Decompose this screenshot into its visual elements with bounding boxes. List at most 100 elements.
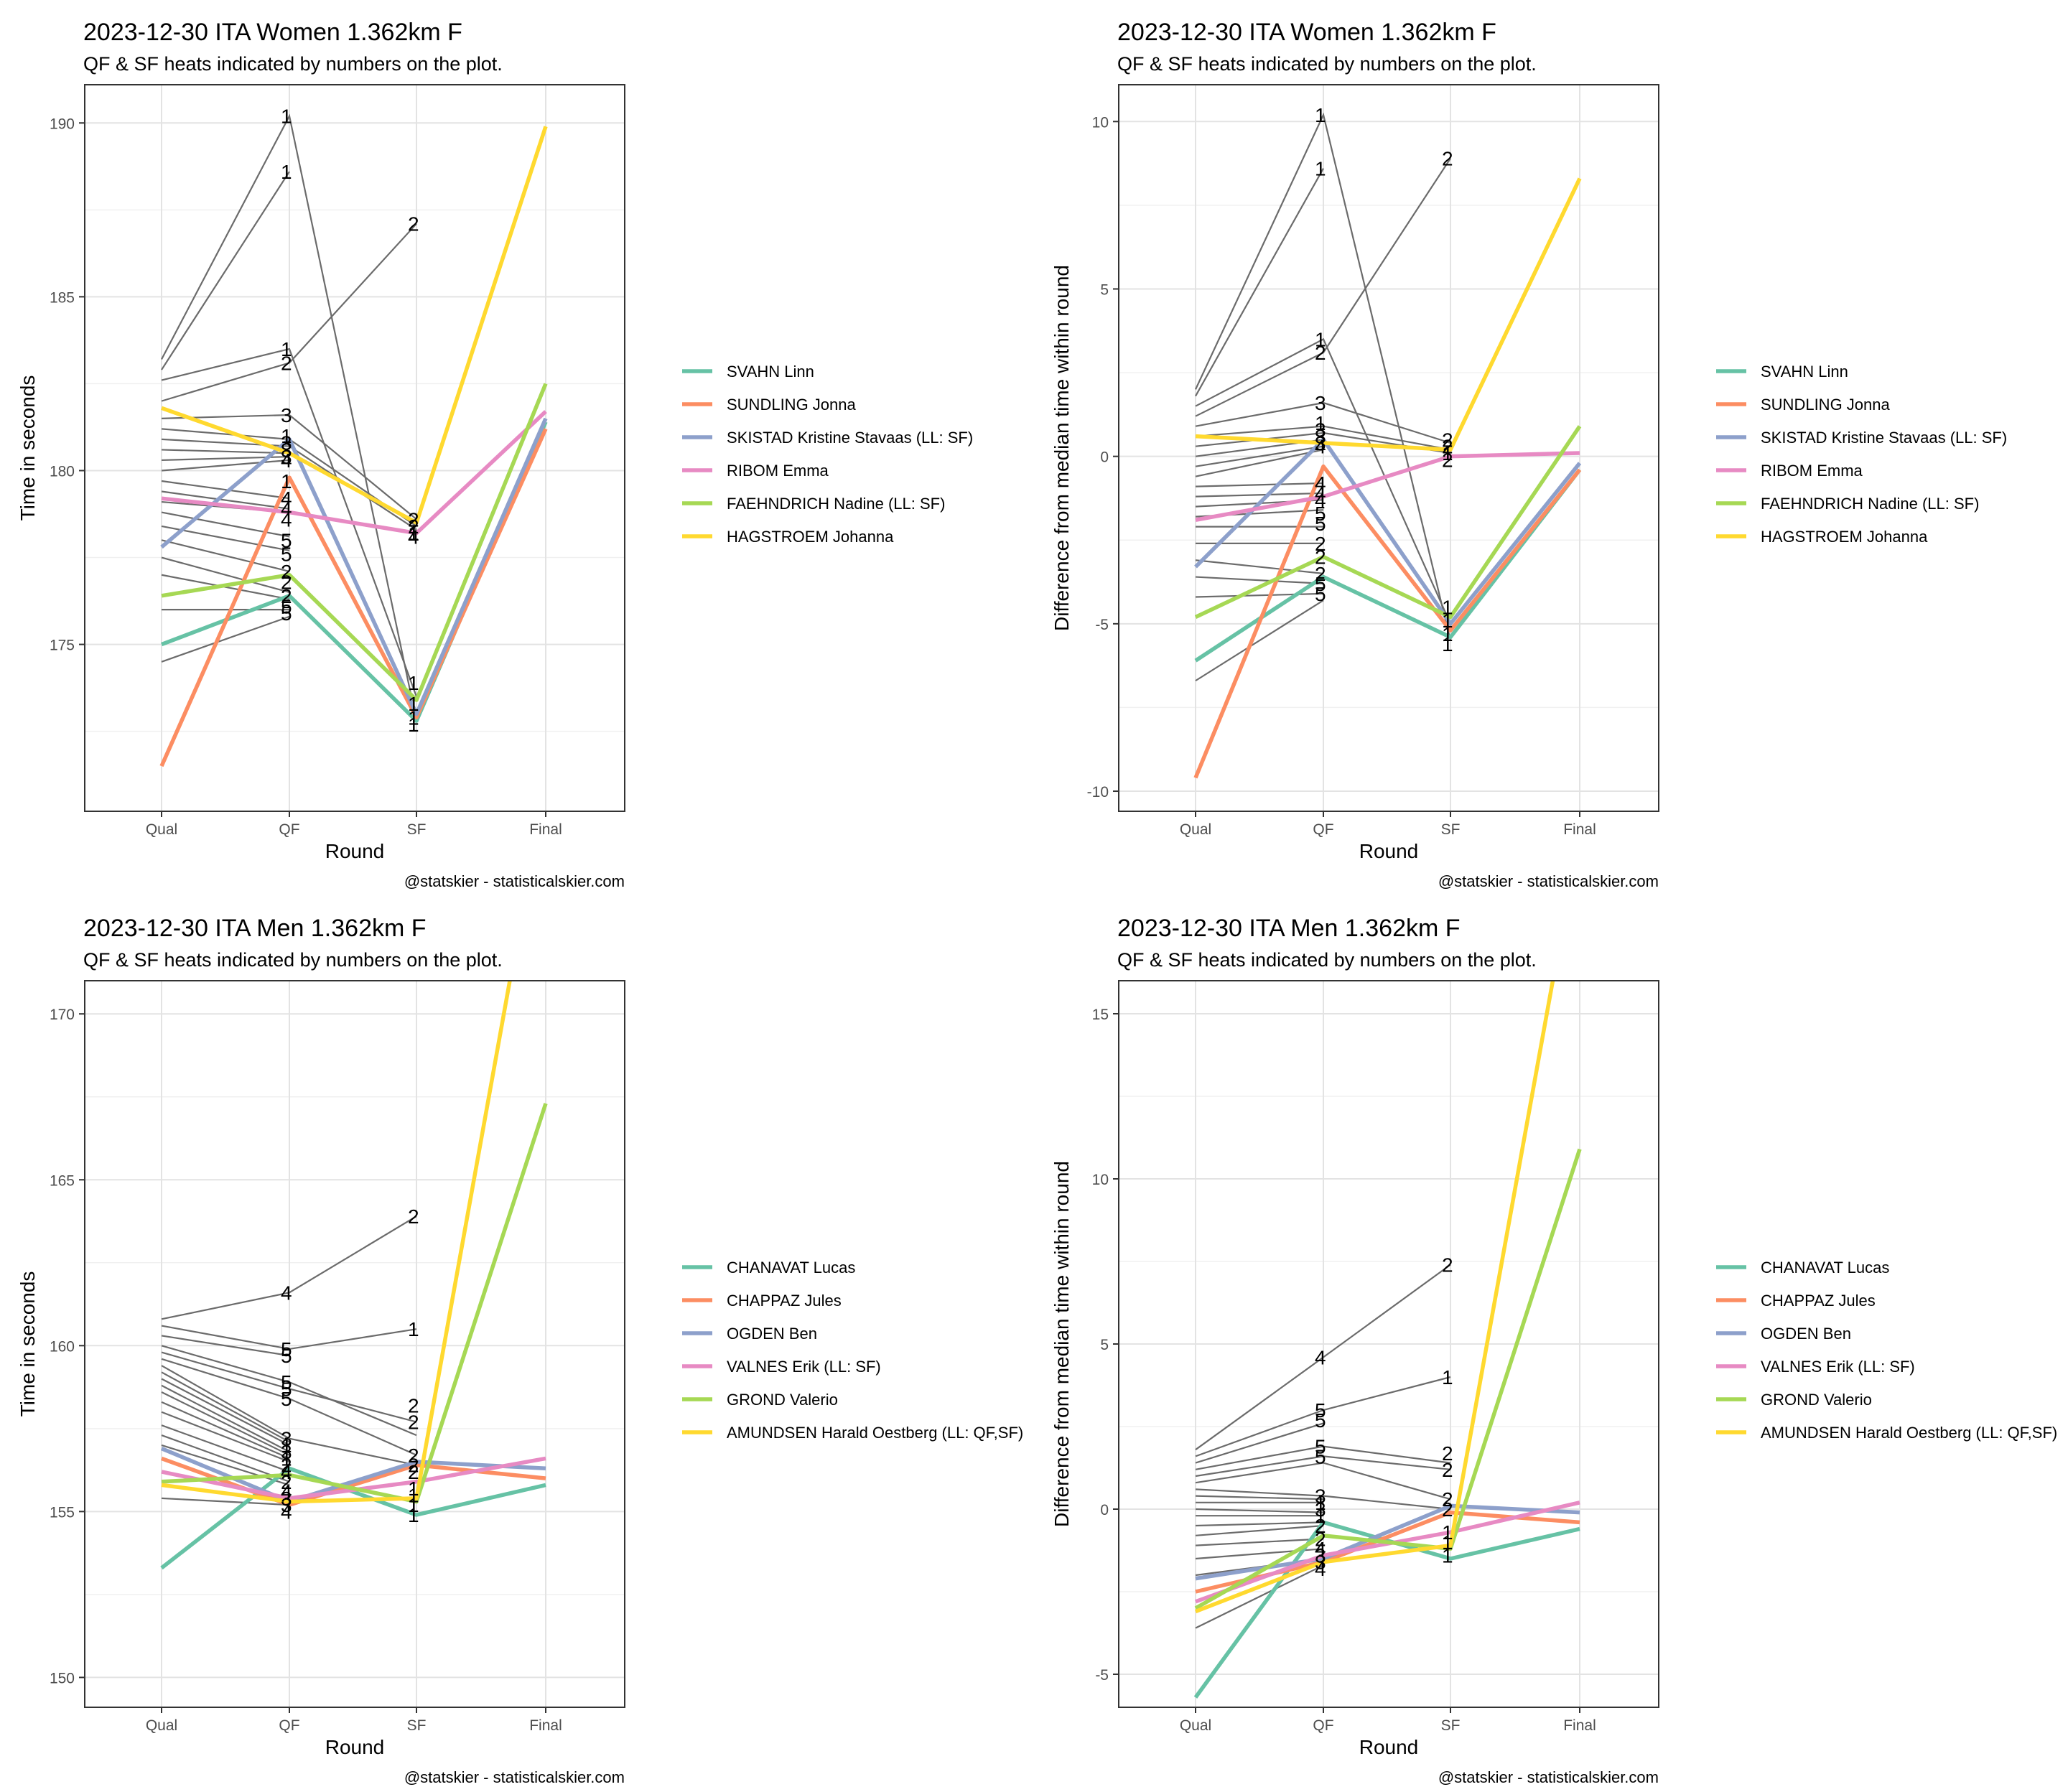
x-tick-label: QF xyxy=(1313,1717,1333,1734)
other-athlete-line xyxy=(1195,1495,1324,1501)
y-tick-label: 15 xyxy=(1092,1007,1109,1023)
other-athlete-line xyxy=(161,1384,290,1453)
other-athlete-line xyxy=(161,1401,290,1460)
heat-label: 5 xyxy=(1315,1399,1326,1422)
legend-label: RIBOM Emma xyxy=(1761,462,1863,480)
y-tick-label: 10 xyxy=(1092,1172,1109,1188)
chart-subtitle: QF & SF heats indicated by numbers on th… xyxy=(83,53,503,75)
heat-label: 3 xyxy=(281,432,292,454)
heat-label: 5 xyxy=(281,543,292,566)
y-tick-label: 180 xyxy=(50,463,75,480)
y-tick-label: 160 xyxy=(50,1338,75,1355)
chart-svg: 2023-12-30 ITA Men 1.362km F QF & SF heat… xyxy=(1051,915,2057,1786)
other-athlete-line xyxy=(161,1391,290,1456)
series-line xyxy=(1194,425,1582,620)
legend-label: SUNDLING Jonna xyxy=(1761,396,1891,414)
heat-label: 2 xyxy=(281,585,292,607)
other-athlete-line xyxy=(161,223,417,402)
other-athlete-line xyxy=(1195,576,1324,584)
legend-label: AMUNDSEN Harald Oestberg (LL: QF,SF) xyxy=(727,1424,1023,1442)
legend-label: GROND Valerio xyxy=(727,1391,838,1409)
legend-label: CHANAVAT Lucas xyxy=(1761,1259,1889,1277)
other-athlete-line xyxy=(161,1497,290,1506)
series-line xyxy=(161,126,548,525)
x-tick-label: QF xyxy=(279,821,299,838)
heat-label: 5 xyxy=(281,1388,292,1410)
other-athlete-line xyxy=(161,1424,290,1473)
heat-label: 1 xyxy=(408,523,419,545)
other-athlete-line xyxy=(1195,592,1324,598)
heat-label: 4 xyxy=(1315,482,1326,505)
heat-label: 1 xyxy=(1442,633,1453,655)
heat-label: 5 xyxy=(1315,1436,1326,1458)
legend-label: VALNES Erik (LL: SF) xyxy=(727,1358,881,1376)
other-athlete-line xyxy=(1195,168,1324,397)
legend-label: SUNDLING Jonna xyxy=(727,396,857,414)
other-athlete-line xyxy=(1195,157,1451,417)
heat-label: 1 xyxy=(1442,1366,1453,1389)
chart-title: 2023-12-30 ITA Women 1.362km F xyxy=(83,19,462,46)
heat-label: 1 xyxy=(1442,1531,1453,1554)
y-tick-label: -5 xyxy=(1095,1667,1109,1684)
heat-label: 3 xyxy=(281,1494,292,1516)
chart-men-time: 2023-12-30 ITA Men 1.362km F QF & SF heat… xyxy=(0,896,1034,1792)
heat-label: 1 xyxy=(281,1447,292,1470)
heat-label: 2 xyxy=(1315,342,1326,364)
heat-label: 4 xyxy=(281,1481,292,1503)
x-tick-label: QF xyxy=(1313,821,1333,838)
y-tick-label: 0 xyxy=(1100,449,1109,466)
heat-label: 4 xyxy=(1315,1346,1326,1368)
heat-label: 2 xyxy=(1315,563,1326,585)
heat-label: 1 xyxy=(1315,1492,1326,1514)
x-tick-label: Qual xyxy=(146,821,177,838)
heat-label: 3 xyxy=(1315,426,1326,448)
heat-label: 2 xyxy=(1442,1442,1453,1465)
heat-label: 3 xyxy=(1315,1485,1326,1508)
other-athlete-line xyxy=(161,438,417,531)
heat-label: 5 xyxy=(281,1345,292,1367)
y-axis-title: Difference from median time within round xyxy=(1051,1161,1073,1527)
other-athlete-line xyxy=(161,556,290,594)
chart-svg: 2023-12-30 ITA Men 1.362km F QF & SF heat… xyxy=(17,915,1023,1786)
heat-label: 4 xyxy=(281,487,292,510)
y-tick-label: 155 xyxy=(50,1504,75,1521)
other-athlete-line xyxy=(161,1358,417,1456)
series-line xyxy=(161,981,512,1504)
legend-label: SVAHN Linn xyxy=(727,363,814,381)
caption: @statskier - statisticalskier.com xyxy=(404,1768,625,1786)
other-athlete-line xyxy=(161,1325,417,1350)
y-tick-label: 175 xyxy=(50,638,75,654)
other-athlete-line xyxy=(1195,1538,1324,1546)
heat-label: 2 xyxy=(281,352,292,374)
legend-label: FAEHNDRICH Nadine (LL: SF) xyxy=(1761,495,1979,513)
chart-title: 2023-12-30 ITA Men 1.362km F xyxy=(1117,915,1461,942)
y-axis-title: Time in seconds xyxy=(17,1271,39,1417)
series-line xyxy=(1195,177,1582,452)
heat-label: 3 xyxy=(1315,432,1326,454)
y-tick-label: 0 xyxy=(1100,1502,1109,1518)
chart-women-diff: 2023-12-30 ITA Women 1.362km F QF & SF he… xyxy=(1034,0,2068,896)
heat-label: 2 xyxy=(1442,1254,1453,1277)
heat-label: 4 xyxy=(281,449,292,472)
legend-label: CHAPPAZ Jules xyxy=(727,1292,842,1310)
series-line xyxy=(1194,1148,1582,1610)
heat-label: 1 xyxy=(408,693,419,715)
heat-label: 5 xyxy=(281,1338,292,1361)
x-tick-label: SF xyxy=(1441,821,1461,838)
plot-border xyxy=(84,980,625,1708)
y-tick-label: 5 xyxy=(1100,281,1109,298)
other-athlete-line xyxy=(161,1411,290,1463)
other-athlete-line xyxy=(1195,1455,1451,1478)
legend-label: VALNES Erik (LL: SF) xyxy=(1761,1358,1915,1376)
x-axis-title: Round xyxy=(325,840,385,862)
heat-label: 1 xyxy=(408,1478,419,1500)
heat-label: 1 xyxy=(1442,1544,1453,1567)
heat-label: 4 xyxy=(281,1501,292,1523)
chart-subtitle: QF & SF heats indicated by numbers on th… xyxy=(1117,949,1537,971)
heat-label: 1 xyxy=(281,470,292,493)
x-axis-title: Round xyxy=(1359,1736,1419,1758)
heat-label: 2 xyxy=(408,1461,419,1483)
y-tick-label: 5 xyxy=(1100,1337,1109,1353)
